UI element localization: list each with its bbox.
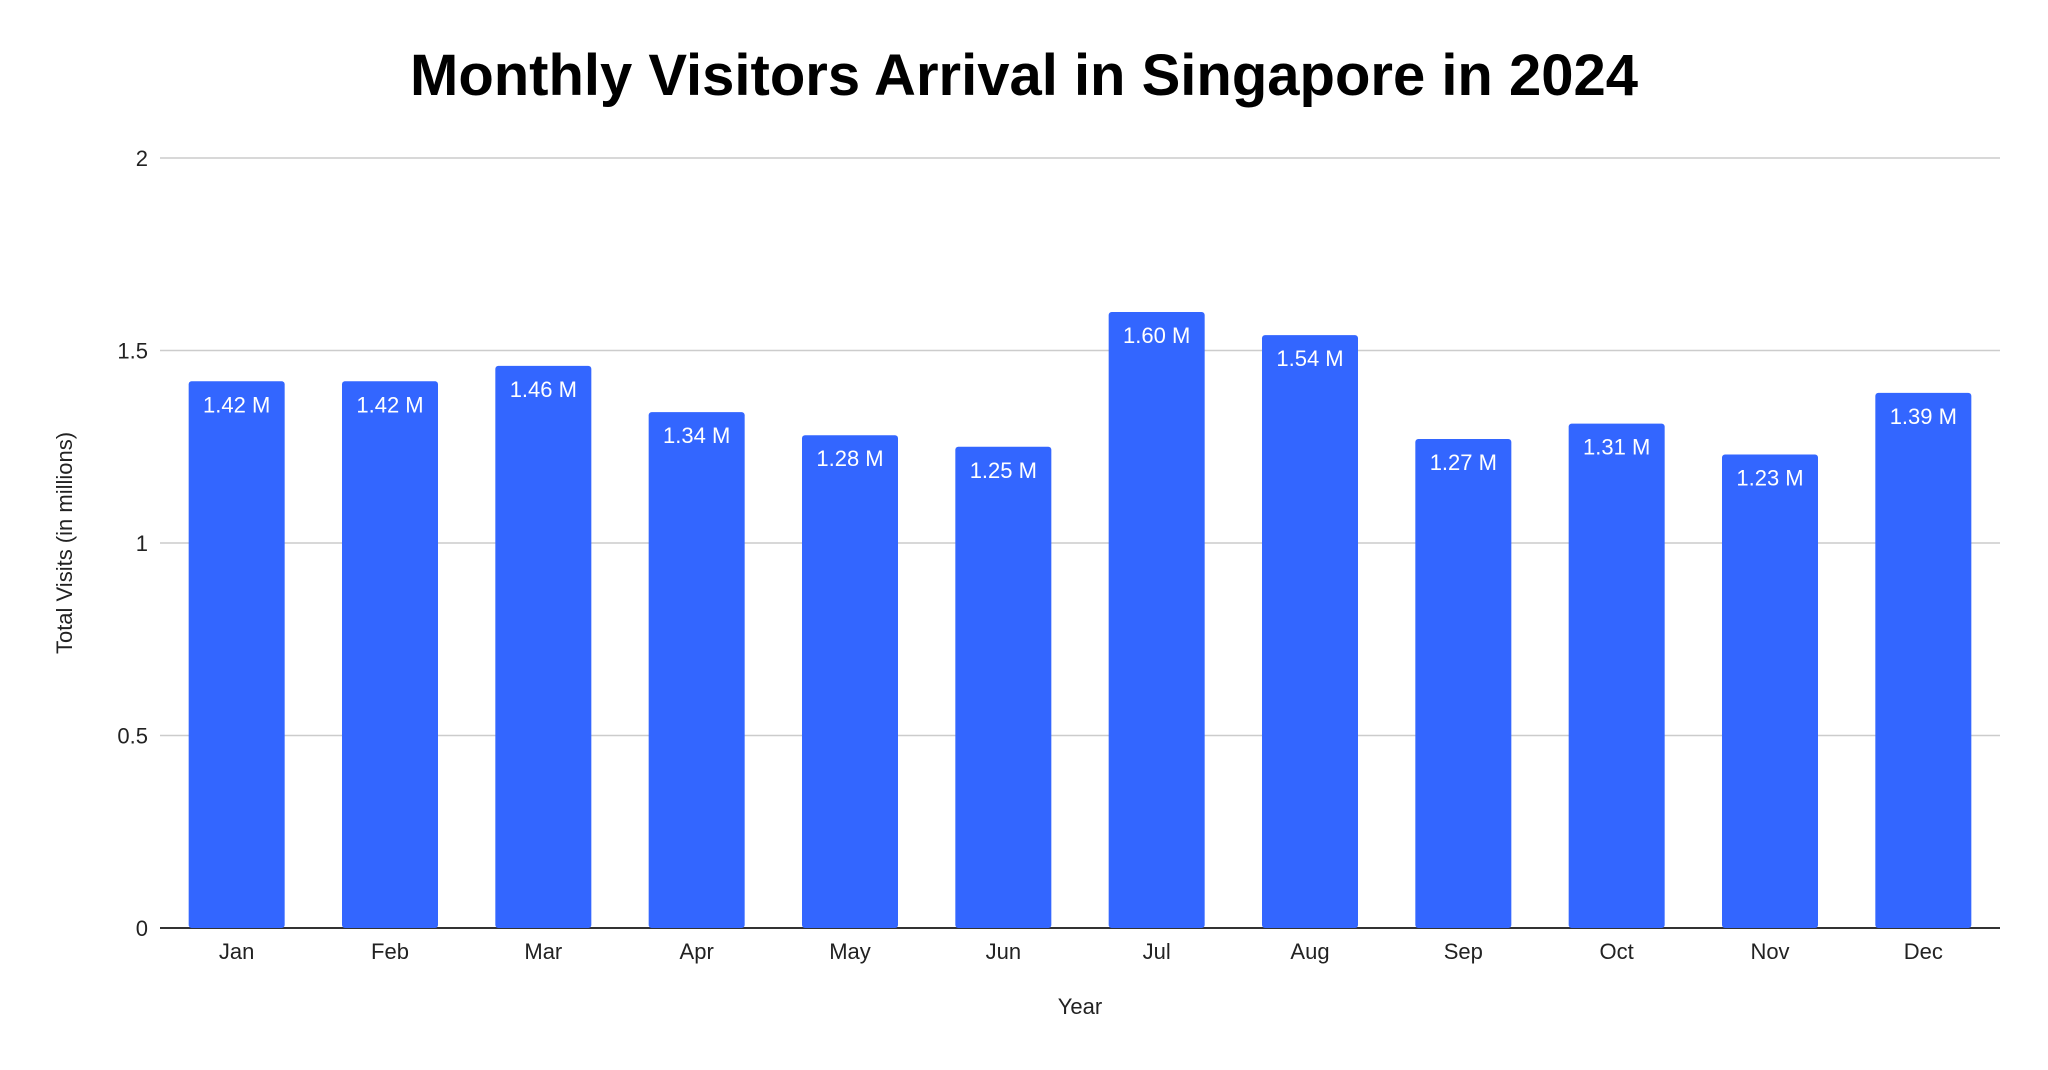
gridlines <box>160 157 2000 929</box>
bar-mar <box>495 365 592 928</box>
bar-oct <box>1568 423 1665 928</box>
data-label-dec: 1.39 M <box>1890 404 1957 429</box>
x-category-label: Dec <box>1904 939 1943 964</box>
x-category-label: Feb <box>371 939 409 964</box>
bar-feb <box>342 381 438 928</box>
x-category-label: May <box>829 939 871 964</box>
bar-apr <box>648 412 745 929</box>
y-tick-label: 2 <box>136 146 148 171</box>
data-label-oct: 1.31 M <box>1583 435 1650 460</box>
x-category-label: Nov <box>1750 939 1789 964</box>
data-label-nov: 1.23 M <box>1736 465 1803 490</box>
bar-jun <box>955 446 1052 928</box>
bar-jul <box>1108 312 1205 928</box>
bar-dec <box>1875 392 1972 929</box>
data-label-feb: 1.42 M <box>356 392 423 417</box>
data-label-aug: 1.54 M <box>1276 346 1343 371</box>
x-category-label: Mar <box>524 939 562 964</box>
y-axis-ticks: 0 0.5 1 1.5 2 <box>117 146 148 941</box>
data-label-jun: 1.25 M <box>970 458 1037 483</box>
y-axis-title: Total Visits (in millions) <box>52 432 77 654</box>
bar-aug <box>1262 335 1358 929</box>
y-tick-label: 1 <box>136 531 148 556</box>
x-axis-title: Year <box>1058 994 1102 1019</box>
bar-jan <box>188 381 285 928</box>
bar-nov <box>1722 454 1818 928</box>
x-category-label: Sep <box>1444 939 1483 964</box>
x-category-label: Jul <box>1143 939 1171 964</box>
data-label-apr: 1.34 M <box>663 423 730 448</box>
x-category-label: Aug <box>1290 939 1329 964</box>
x-category-label: Apr <box>680 939 714 964</box>
data-label-sep: 1.27 M <box>1430 450 1497 475</box>
bars: 1.42 M 1.42 M 1.46 M 1.34 M 1.28 M 1.25 M 1.60… <box>188 312 1972 929</box>
y-tick-label: 1.5 <box>117 339 148 364</box>
data-label-jan: 1.42 M <box>203 392 270 417</box>
bar-may <box>802 435 898 928</box>
x-category-label: Jun <box>986 939 1021 964</box>
bar-sep <box>1415 439 1512 928</box>
data-label-may: 1.28 M <box>816 446 883 471</box>
y-tick-label: 0.5 <box>117 724 148 749</box>
data-label-jul: 1.60 M <box>1123 323 1190 348</box>
x-category-label: Oct <box>1600 939 1634 964</box>
data-label-mar: 1.46 M <box>510 377 577 402</box>
chart-title: Monthly Visitors Arrival in Singapore in… <box>410 43 1638 108</box>
x-category-label: Jan <box>219 939 254 964</box>
x-axis-categories: Jan Feb Mar Apr May Jun Jul Aug Sep Oct Nov Dec <box>219 939 1943 964</box>
y-tick-label: 0 <box>136 916 148 941</box>
